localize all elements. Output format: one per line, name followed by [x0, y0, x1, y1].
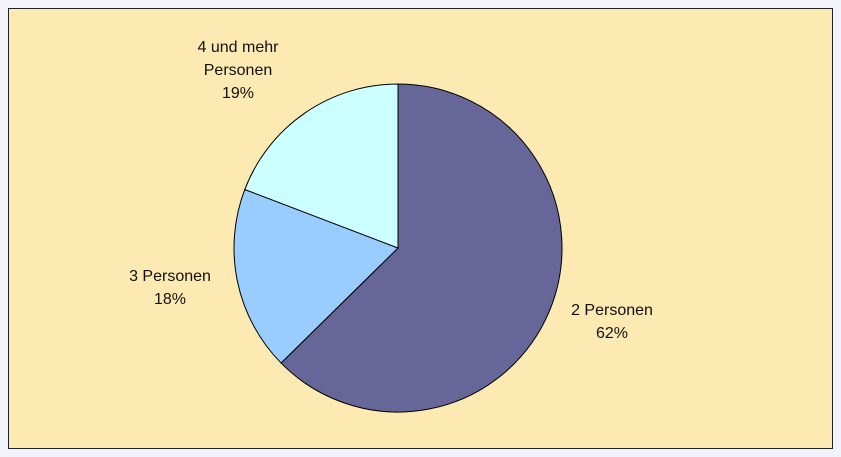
value-label: 62%: [595, 325, 629, 342]
slice-label: 3 Personen 18%: [100, 265, 240, 311]
value-label: 18%: [153, 291, 187, 308]
value-label: 19%: [221, 84, 255, 102]
category-label: 3 Personen: [129, 268, 211, 285]
slice-label: 4 und mehr Personen 19%: [173, 36, 303, 105]
category-label: 2 Personen: [571, 302, 653, 319]
pie-slice: [244, 83, 399, 249]
pie-slice: [280, 83, 563, 413]
slice-label: 2 Personen 62%: [542, 299, 682, 345]
category-label: 4 und mehr Personen: [197, 38, 279, 79]
